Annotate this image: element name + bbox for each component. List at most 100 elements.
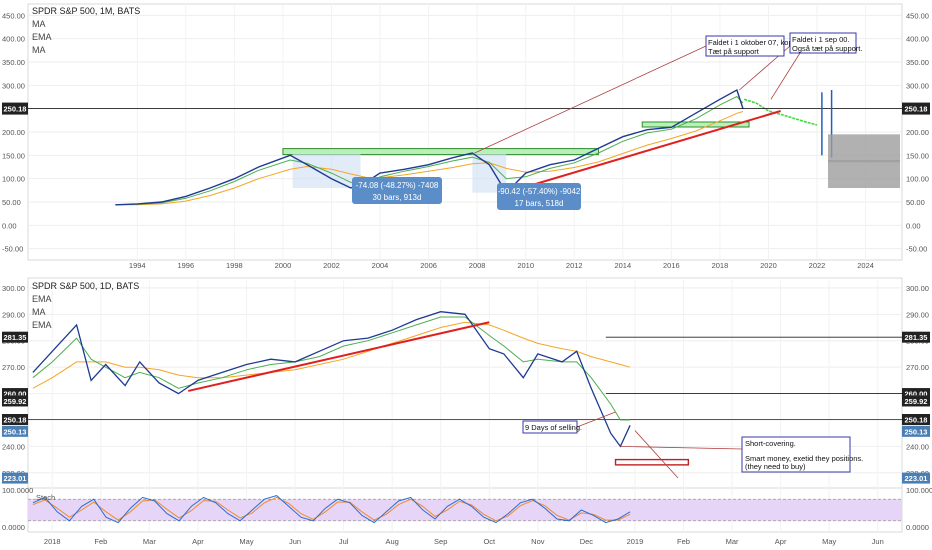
- bottom-tag-left: 250.13: [4, 427, 27, 436]
- bottom-xtick: Aug: [385, 537, 398, 546]
- bottom-xtick: 2018: [44, 537, 61, 546]
- bottom-tag-left-bg: [2, 331, 28, 343]
- top-trendline: [505, 110, 781, 194]
- drop1-line1: -74.08 (-48.27%) -7408: [356, 181, 439, 190]
- bottom-ytick-left: 270.00: [2, 363, 25, 372]
- bottom-indicator-2: MA: [32, 307, 46, 317]
- proj-box-2: [828, 160, 900, 188]
- stoch-k-line: [32, 495, 631, 524]
- bottom-grid: 230.00230.00240.00240.00250.00250.00260.…: [2, 280, 929, 546]
- short-note-line2: Smart money, exetid they positions.: [745, 454, 863, 463]
- bottom-indicator-3: EMA: [32, 320, 52, 330]
- top-xtick: 1996: [177, 261, 194, 270]
- top-price-tag-right: 250.18: [905, 105, 928, 114]
- bottom-ytick-left: 290.00: [2, 310, 25, 319]
- selling-note: 9 Days of selling.: [525, 423, 582, 432]
- top-xtick: 2006: [420, 261, 437, 270]
- top-ytick-right: 100.00: [906, 175, 929, 184]
- note1-line2: Tæt på support: [708, 47, 760, 56]
- selling-arrow: [576, 411, 616, 428]
- bottom-xtick: May: [822, 537, 836, 546]
- bottom-tag-right: 281.35: [905, 333, 928, 342]
- top-xtick: 2024: [857, 261, 874, 270]
- bottom-tag-right-bg: [902, 395, 930, 407]
- bottom-tag-left-bg: [2, 395, 28, 407]
- top-xtick: 2000: [275, 261, 292, 270]
- top-xtick: 2008: [469, 261, 486, 270]
- top-xtick: 1998: [226, 261, 243, 270]
- bottom-tag-right: 259.92: [905, 397, 928, 406]
- short-note-line3: (they need to buy): [745, 462, 806, 471]
- top-ytick-left: 200.00: [2, 128, 25, 137]
- top-projection-line: [743, 98, 818, 126]
- note2-line1: Faldet i 1 sep 00.: [792, 35, 850, 44]
- selling-note-box: 9 Days of selling.: [522, 420, 582, 434]
- bottom-xtick: May: [239, 537, 253, 546]
- short-arrow: [620, 445, 743, 450]
- stoch-series: [28, 495, 902, 524]
- support-zone-2: [641, 121, 750, 128]
- stoch-tick-0-right: 0.0000: [906, 523, 929, 532]
- bottom-tag-right-bg: [902, 388, 930, 400]
- top-ytick-left: 50.00: [2, 198, 21, 207]
- short-note-line1: Short-covering.: [745, 439, 796, 448]
- top-ytick-left: 350.00: [2, 58, 25, 67]
- top-price-line: [115, 88, 744, 206]
- bottom-tag-right: 223.01: [905, 474, 928, 483]
- bottom-xtick: Jun: [289, 537, 301, 546]
- top-ytick-right: 400.00: [906, 35, 929, 44]
- bottom-xtick: Mar: [143, 537, 156, 546]
- top-annotations: [474, 45, 900, 188]
- stoch-d-line: [32, 496, 631, 522]
- top-ytick-right: 150.00: [906, 151, 929, 160]
- short-note-box: Short-covering. Smart money, exetid they…: [741, 436, 863, 473]
- bottom-xtick: Sep: [434, 537, 447, 546]
- top-ytick-right: 350.00: [906, 58, 929, 67]
- drop1-line2: 30 bars, 913d: [373, 193, 422, 202]
- top-ma-fast: [115, 95, 744, 206]
- bottom-xtick: Oct: [483, 537, 496, 546]
- top-ytick-left: -50.00: [2, 245, 23, 254]
- stoch-tick-100-left: 100.0000: [2, 486, 33, 495]
- top-ytick-left: 150.00: [2, 151, 25, 160]
- stoch-label: Stoch: [36, 493, 55, 502]
- stoch-tick-0-left: 0.0000: [2, 523, 25, 532]
- top-ma-slow: [115, 111, 744, 206]
- bottom-xtick: Apr: [192, 537, 204, 546]
- bottom-tag-right: 260.00: [905, 390, 928, 399]
- top-ytick-right: 0.00: [906, 221, 921, 230]
- bottom-xtick: 2019: [627, 537, 644, 546]
- bottom-tag-left-bg: [2, 388, 28, 400]
- top-price-tag-left: 250.18: [4, 105, 27, 114]
- note1-arrow: [474, 45, 707, 154]
- bottom-xtick: Apr: [775, 537, 787, 546]
- support-zone-1: [282, 148, 600, 156]
- top-xtick: 2016: [663, 261, 680, 270]
- note2-arrow-b: [770, 52, 801, 100]
- top-ytick-left: 0.00: [2, 221, 17, 230]
- bottom-tag-left: 223.01: [4, 474, 27, 483]
- top-ytick-right: 200.00: [906, 128, 929, 137]
- bottom-xtick: Jun: [872, 537, 884, 546]
- note1-line1: Faldet i 1 oktober 07, kopire: [708, 38, 801, 47]
- bottom-annotations: [576, 411, 743, 479]
- note2-box: Faldet i 1 sep 00. Også tæt på support.: [789, 32, 862, 54]
- proj-box-1: [828, 134, 900, 163]
- top-xtick: 2020: [760, 261, 777, 270]
- drop1-box: -74.08 (-48.27%) -7408 30 bars, 913d: [352, 177, 442, 204]
- top-xtick: 2010: [517, 261, 534, 270]
- bottom-tag-left: 250.18: [4, 415, 27, 424]
- top-ytick-left: 400.00: [2, 35, 25, 44]
- top-xtick: 1994: [129, 261, 146, 270]
- top-indicator-2: EMA: [32, 32, 52, 42]
- top-xtick: 2004: [372, 261, 389, 270]
- drop1-range: [292, 153, 361, 188]
- bottom-tag-right-bg: [902, 472, 930, 484]
- drop2-box: -90.42 (-57.40%) -9042 17 bars, 518d: [497, 183, 581, 210]
- top-price-tag-left-bg: [2, 102, 28, 115]
- top-xtick: 2022: [809, 261, 826, 270]
- stoch-tick-100-right: 100.0000: [906, 486, 932, 495]
- top-xtick: 2012: [566, 261, 583, 270]
